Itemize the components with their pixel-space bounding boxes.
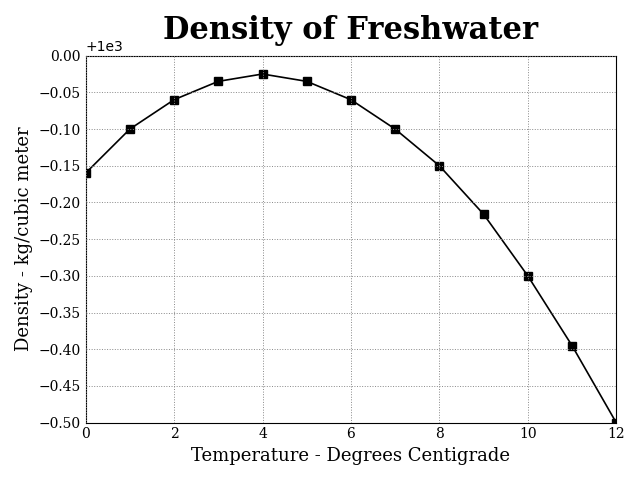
Y-axis label: Density - kg/cubic meter: Density - kg/cubic meter <box>15 127 33 351</box>
X-axis label: Temperature - Degrees Centigrade: Temperature - Degrees Centigrade <box>191 447 511 465</box>
Title: Density of Freshwater: Density of Freshwater <box>163 15 538 46</box>
